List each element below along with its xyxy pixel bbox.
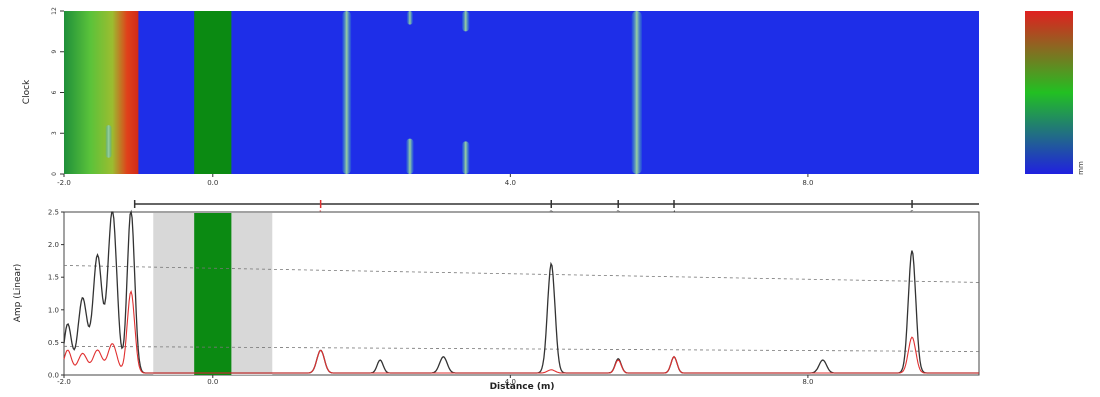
amplitude-y-tick-label: 2.5 xyxy=(48,209,59,217)
heatmap-y-ticks: 12 9 6 3 0 xyxy=(51,7,64,176)
heatmap-feature xyxy=(105,125,112,158)
amplitude-x-ticks: -2.0 0.0 4.0 8.0 xyxy=(57,375,813,386)
amplitude-panel: Amp (Linear) 0.00.51.01.52.02.5 -2.0 0.0 4… xyxy=(13,209,980,392)
amplitude-xlabel: Distance (m) xyxy=(490,382,555,392)
heatmap-left-band xyxy=(64,11,139,174)
heatmap-feature xyxy=(406,138,414,174)
amplitude-threshold-lines xyxy=(63,265,980,352)
amplitude-y-ticks: 0.0 0.5 1.0 1.5 2.0 2.5 xyxy=(48,209,64,380)
colorbar: mm xyxy=(1025,11,1085,175)
heatmap-y-tick-label: 6 xyxy=(51,90,58,94)
colorbar-gradient xyxy=(1025,11,1073,174)
heatmap-feature xyxy=(461,141,470,174)
heatmap-y-tick-label: 3 xyxy=(51,131,58,135)
heatmap-features xyxy=(105,11,643,174)
heatmap-y-tick-label: 0 xyxy=(51,172,58,176)
amplitude-threshold-line xyxy=(63,345,980,352)
heatmap-x-tick-label: 0.0 xyxy=(207,179,218,187)
amplitude-series xyxy=(63,209,979,374)
heatmap-feature xyxy=(461,11,470,32)
amplitude-y-tick-label: 0.5 xyxy=(48,339,59,347)
heatmap-ylabel: Clock xyxy=(22,79,32,104)
heatmap-feature xyxy=(631,11,643,174)
heatmap-feature xyxy=(342,11,352,174)
heatmap-x-tick-label: 4.0 xyxy=(505,179,516,187)
colorbar-unit-label: mm xyxy=(1077,161,1085,175)
heatmap-y-tick-label: 12 xyxy=(51,7,58,15)
heatmap-x-ticks: -2.0 0.0 4.0 8.0 xyxy=(57,174,813,187)
amplitude-y-tick-label: 1.5 xyxy=(48,274,59,282)
amplitude-series-line xyxy=(63,290,979,374)
heatmap-y-tick-label: 9 xyxy=(51,50,58,54)
amplitude-ylabel: Amp (Linear) xyxy=(13,264,23,323)
heatmap-feature xyxy=(406,11,413,25)
amplitude-x-tick-label: 8.0 xyxy=(802,378,813,386)
amplitude-x-tick-label: -2.0 xyxy=(57,378,71,386)
heatmap-green-band xyxy=(194,11,232,174)
amplitude-threshold-line xyxy=(63,265,980,283)
amplitude-x-tick-label: 4.0 xyxy=(505,378,516,386)
heatmap-x-tick-label: -2.0 xyxy=(57,179,71,187)
amplitude-x-tick-label: 0.0 xyxy=(207,378,218,386)
amplitude-green-region xyxy=(194,213,232,375)
heatmap-panel: Clock 12 9 6 3 0 -2.0 0.0 4.0 8.0 xyxy=(22,7,979,187)
amplitude-y-tick-label: 2.0 xyxy=(48,241,59,249)
amplitude-y-tick-label: 0.0 xyxy=(48,372,59,380)
heatmap-x-tick-label: 8.0 xyxy=(802,179,813,187)
amplitude-y-tick-label: 1.0 xyxy=(48,306,59,314)
